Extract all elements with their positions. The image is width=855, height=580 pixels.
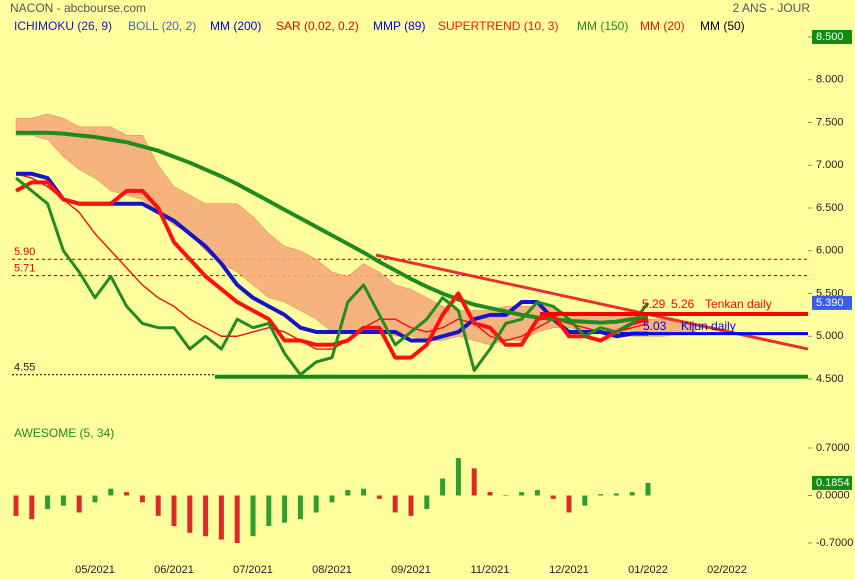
awesome-bar — [187, 495, 193, 533]
y-tick-label: 0.0000 — [816, 489, 850, 501]
y-tick-label: 8.500 — [816, 31, 844, 43]
y-tick-label: 4.500 — [816, 373, 844, 385]
series-line — [15, 173, 649, 350]
legend-entry: SAR (0.02, 0.2) — [276, 19, 359, 33]
y-tick-label: 7.500 — [816, 116, 844, 128]
y-tick-label: 6.500 — [816, 202, 844, 214]
awesome-last-label: 0.1854 — [816, 477, 850, 489]
awesome-bar — [582, 495, 588, 506]
awesome-bar — [613, 493, 619, 496]
awesome-bar — [487, 492, 493, 496]
last-price-label: 5.390 — [816, 297, 844, 309]
x-tick-label: 12/2021 — [549, 564, 589, 576]
x-tick-label: 06/2021 — [154, 564, 194, 576]
awesome-bar — [566, 495, 572, 513]
awesome-bar — [534, 490, 540, 496]
x-tick-label: 09/2021 — [391, 564, 431, 576]
awesome-bar — [345, 490, 351, 496]
awesome-bar — [313, 495, 319, 513]
legend-entry: MM (150) — [577, 19, 628, 33]
kijun-value: 5.03 — [643, 319, 667, 333]
tenkan-value: 5.26 — [671, 297, 695, 311]
awesome-bar — [139, 495, 145, 503]
awesome-bar — [629, 492, 635, 496]
x-tick-label: 01/2022 — [628, 564, 668, 576]
awesome-box — [812, 475, 852, 490]
awesome-bar — [76, 495, 82, 513]
awesome-bar — [455, 458, 461, 496]
awesome-bar — [234, 495, 240, 543]
awesome-bar — [471, 468, 477, 496]
legend-entry: MM (200) — [210, 19, 261, 33]
awesome-bar — [60, 495, 66, 506]
series-line — [16, 171, 648, 343]
level-label: 5.71 — [14, 262, 35, 274]
awesome-bar — [203, 495, 209, 537]
legend-entry: SUPERTREND (10, 3) — [438, 19, 558, 33]
awesome-bar — [376, 495, 382, 499]
level-label: 5.90 — [14, 246, 35, 258]
awesome-bar — [550, 495, 556, 499]
awesome-bar — [440, 478, 446, 496]
x-tick-label: 08/2021 — [312, 564, 352, 576]
awesome-bar — [329, 495, 335, 503]
awesome-bar — [108, 488, 114, 496]
awesome-bar — [13, 495, 19, 516]
x-tick-label: 02/2022 — [707, 564, 747, 576]
chart-title: NACON - abcbourse.com — [10, 1, 146, 15]
awesome-bar — [408, 495, 414, 516]
series-line — [15, 176, 650, 377]
awesome-bar — [598, 494, 604, 496]
awesome-bar — [519, 492, 525, 496]
x-tick-label: 11/2021 — [471, 564, 510, 576]
awesome-bar — [92, 495, 98, 503]
awesome-bar — [171, 495, 177, 527]
awesome-bar — [29, 495, 35, 520]
y-tick-label: 7.000 — [816, 159, 844, 171]
y-tick-label: 6.000 — [816, 245, 844, 257]
legend-entry: MMP (89) — [373, 19, 425, 33]
awesome-bar — [155, 495, 161, 516]
tenkan-value: 5.29 — [642, 297, 666, 311]
y-tick-label: 0.7000 — [816, 442, 850, 454]
level-label: 4.55 — [14, 362, 35, 374]
period: 2 ANS - JOUR — [733, 1, 811, 15]
indicator-title: AWESOME (5, 34) — [14, 426, 114, 440]
awesome-bar — [503, 495, 509, 496]
y-tick-label: 5.000 — [816, 330, 844, 342]
awesome-bar — [218, 495, 224, 540]
legend-entry: ICHIMOKU (26, 9) — [14, 19, 112, 33]
awesome-bar — [392, 495, 398, 513]
awesome-bar — [424, 495, 430, 510]
tenkan-label: Tenkan daily — [705, 297, 772, 311]
series-line — [15, 180, 649, 360]
x-tick-label: 05/2021 — [75, 564, 115, 576]
kijun-label: Kijun daily — [681, 319, 736, 333]
awesome-bar — [124, 492, 130, 496]
y-tick-box — [812, 30, 852, 44]
awesome-bar — [45, 495, 51, 510]
last-price-box — [812, 295, 852, 310]
awesome-bar — [282, 495, 288, 523]
x-tick-label: 07/2021 — [233, 564, 273, 576]
legend-entry: BOLL (20, 2) — [128, 19, 196, 33]
awesome-bar — [297, 495, 303, 520]
y-tick-label: 8.000 — [816, 74, 844, 86]
awesome-bar — [266, 495, 272, 527]
awesome-bar — [250, 495, 256, 537]
awesome-bar — [645, 482, 651, 496]
awesome-bar — [361, 488, 367, 496]
legend-entry: MM (20) — [640, 19, 685, 33]
y-tick-label: -0.7000 — [816, 537, 853, 549]
legend-entry: MM (50) — [700, 19, 745, 33]
